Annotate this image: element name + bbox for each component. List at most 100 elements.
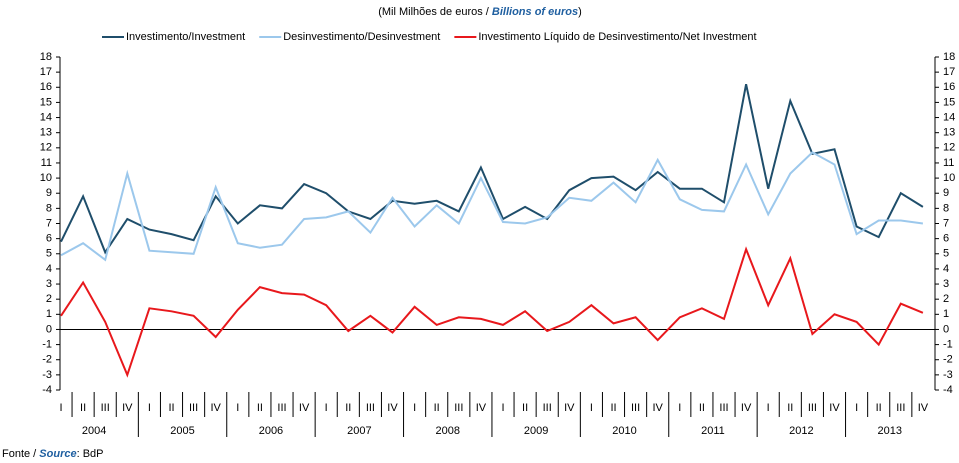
x-tick-label: II [80, 402, 86, 414]
y2-tick-label: 1 [943, 308, 949, 320]
year-label: 2007 [347, 425, 371, 437]
y2-tick-label: 10 [943, 172, 955, 184]
year-label: 2013 [878, 425, 902, 437]
subtitle-end: ) [578, 6, 582, 18]
x-tick-label: III [631, 402, 640, 414]
y-tick-label: 16 [40, 81, 52, 93]
source-end: : BdP [77, 448, 104, 460]
x-tick-label: IV [387, 402, 398, 414]
x-tick-label: I [767, 402, 770, 414]
y2-tick-label: -2 [943, 354, 953, 366]
x-tick-label: I [325, 402, 328, 414]
source-pt: Fonte / [2, 448, 39, 460]
y2-tick-label: 3 [943, 278, 949, 290]
x-tick-label: IV [122, 402, 133, 414]
x-tick-label: IV [210, 402, 221, 414]
x-tick-label: III [101, 402, 110, 414]
x-tick-label: IV [829, 402, 840, 414]
x-tick-label: II [876, 402, 882, 414]
y-tick-label: 12 [40, 142, 52, 154]
y-tick-label: -2 [42, 354, 52, 366]
y-tick-label: 2 [46, 293, 52, 305]
x-tick-label: IV [918, 402, 929, 414]
x-tick-label: II [522, 402, 528, 414]
x-tick-label: III [189, 402, 198, 414]
x-tick-label: IV [299, 402, 310, 414]
y-tick-label: 6 [46, 233, 52, 245]
x-tick-label: II [699, 402, 705, 414]
y2-tick-label: 8 [943, 202, 949, 214]
y-tick-label: 3 [46, 278, 52, 290]
x-tick-label: III [719, 402, 728, 414]
legend-label: Investimento/Investment [126, 31, 245, 43]
y-tick-label: 18 [40, 51, 52, 63]
y-tick-label: -3 [42, 369, 52, 381]
y-tick-label: 9 [46, 187, 52, 199]
x-tick-label: III [808, 402, 817, 414]
x-tick-label: III [277, 402, 286, 414]
x-tick-label: I [501, 402, 504, 414]
y2-tick-label: 0 [943, 323, 949, 335]
x-tick-label: II [257, 402, 263, 414]
y2-tick-label: 12 [943, 142, 955, 154]
x-tick-label: IV [652, 402, 663, 414]
y2-tick-label: 11 [943, 157, 954, 169]
x-tick-label: I [59, 402, 62, 414]
year-label: 2008 [436, 425, 460, 437]
x-tick-label: II [610, 402, 616, 414]
y-tick-label: 13 [40, 127, 52, 139]
year-label: 2011 [701, 425, 725, 437]
x-tick-label: III [543, 402, 552, 414]
legend-label: Investimento Líquido de Desinvestimento/… [478, 31, 756, 43]
y-tick-label: 11 [41, 157, 52, 169]
y-tick-label: 7 [46, 217, 52, 229]
subtitle-pt: (Mil Milhões de euros / [378, 6, 492, 18]
source: Fonte / Source: BdP [2, 448, 104, 460]
series-line [60, 83, 924, 255]
x-tick-label: I [148, 402, 151, 414]
y-tick-label: 1 [46, 308, 52, 320]
y-tick-label: -4 [42, 384, 52, 396]
year-label: 2009 [524, 425, 548, 437]
x-tick-label: I [236, 402, 239, 414]
y2-tick-label: 14 [943, 111, 955, 123]
year-label: 2005 [170, 425, 194, 437]
y2-tick-label: 7 [943, 217, 949, 229]
y2-tick-label: 16 [943, 81, 955, 93]
year-label: 2010 [612, 425, 636, 437]
y-tick-label: 10 [40, 172, 52, 184]
y-tick-label: 14 [40, 111, 52, 123]
x-tick-label: III [366, 402, 375, 414]
y2-tick-label: -1 [943, 338, 953, 350]
y2-tick-label: 6 [943, 233, 949, 245]
y-tick-label: 8 [46, 202, 52, 214]
x-tick-label: III [454, 402, 463, 414]
y2-tick-label: 4 [943, 263, 949, 275]
x-tick-label: III [896, 402, 905, 414]
y-tick-label: 5 [46, 248, 52, 260]
x-tick-label: II [434, 402, 440, 414]
x-tick-label: IV [741, 402, 752, 414]
y-tick-label: 17 [40, 66, 52, 78]
y2-tick-label: -4 [943, 384, 953, 396]
year-label: 2012 [789, 425, 813, 437]
y2-tick-label: 13 [943, 127, 955, 139]
x-tick-label: IV [564, 402, 575, 414]
y2-tick-label: 9 [943, 187, 949, 199]
year-label: 2006 [259, 425, 283, 437]
x-tick-label: II [168, 402, 174, 414]
y2-tick-label: -3 [943, 369, 953, 381]
source-en: Source [39, 448, 76, 460]
x-tick-label: IV [476, 402, 487, 414]
subtitle-en: Billions of euros [492, 6, 578, 18]
legend-label: Desinvestimento/Desinvestment [283, 31, 440, 43]
year-label: 2004 [82, 425, 106, 437]
y-tick-label: 15 [40, 96, 52, 108]
y2-tick-label: 15 [943, 96, 955, 108]
y2-tick-label: 2 [943, 293, 949, 305]
x-tick-label: I [413, 402, 416, 414]
y2-tick-label: 18 [943, 51, 955, 63]
chart-subtitle: (Mil Milhões de euros / Billions of euro… [378, 6, 582, 18]
x-tick-label: I [855, 402, 858, 414]
y2-tick-label: 17 [943, 66, 955, 78]
